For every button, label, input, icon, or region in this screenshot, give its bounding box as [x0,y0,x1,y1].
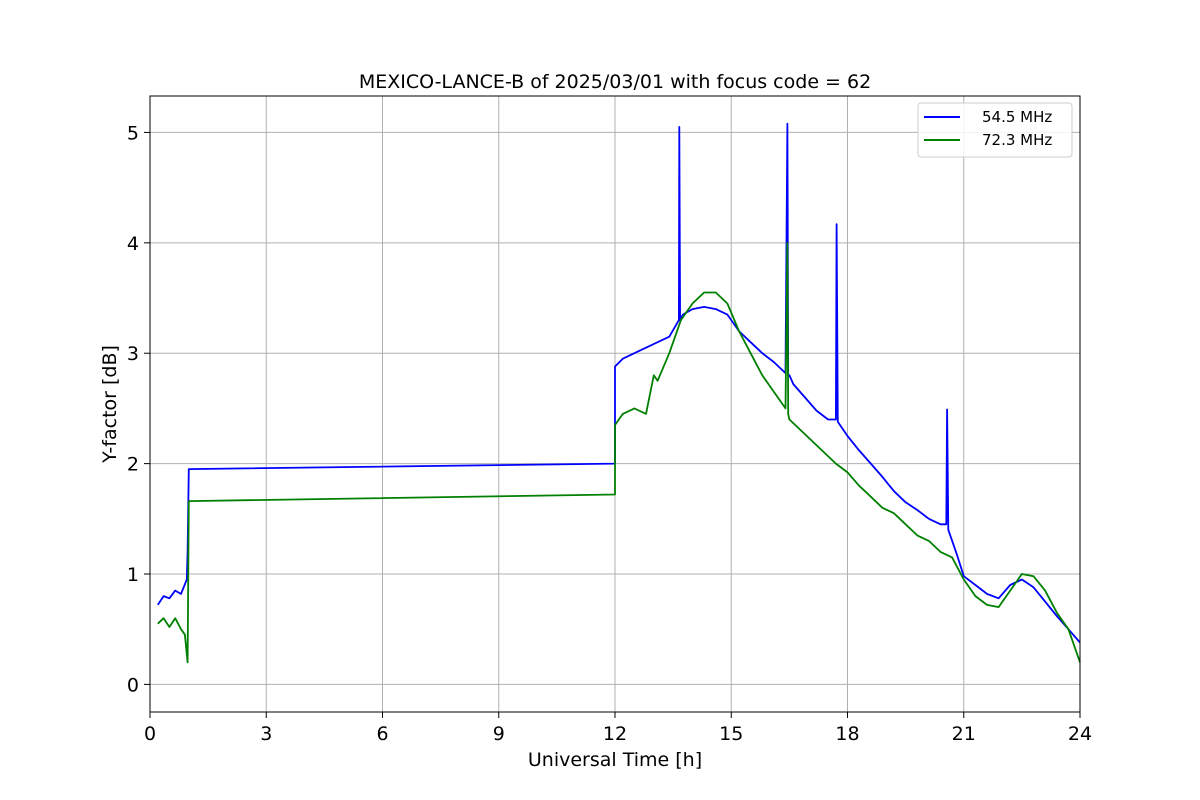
plot-lines [157,122,1081,664]
y-tick-label: 2 [127,454,139,476]
x-tick-label: 12 [603,723,627,745]
series-line-2 [157,241,1081,664]
y-tick-label: 3 [127,343,139,365]
series-line-1 [157,122,1081,644]
y-axis-label: Y-factor [dB] [99,345,121,464]
x-tick-label: 24 [1068,723,1092,745]
legend: 54.5 MHz 72.3 MHz [917,102,1073,158]
y-tick-label: 5 [127,122,139,144]
y-tick-label: 4 [127,233,139,255]
y-tick-label: 0 [127,674,139,696]
x-tick-label: 3 [260,723,272,745]
x-tick-label: 0 [144,723,156,745]
x-tick-label: 18 [835,723,859,745]
x-axis-label: Universal Time [h] [528,749,702,771]
y-axis: 0 1 2 3 4 5 [127,122,150,696]
x-tick-label: 6 [376,723,388,745]
legend-label: 54.5 MHz [982,108,1052,126]
y-tick-label: 1 [127,564,139,586]
x-tick-label: 15 [719,723,743,745]
legend-label: 72.3 MHz [982,131,1052,149]
chart-title: MEXICO-LANCE-B of 2025/03/01 with focus … [359,71,871,93]
x-axis: 0 3 6 9 12 15 18 21 24 [144,712,1092,745]
x-tick-label: 9 [493,723,505,745]
x-tick-label: 21 [952,723,976,745]
